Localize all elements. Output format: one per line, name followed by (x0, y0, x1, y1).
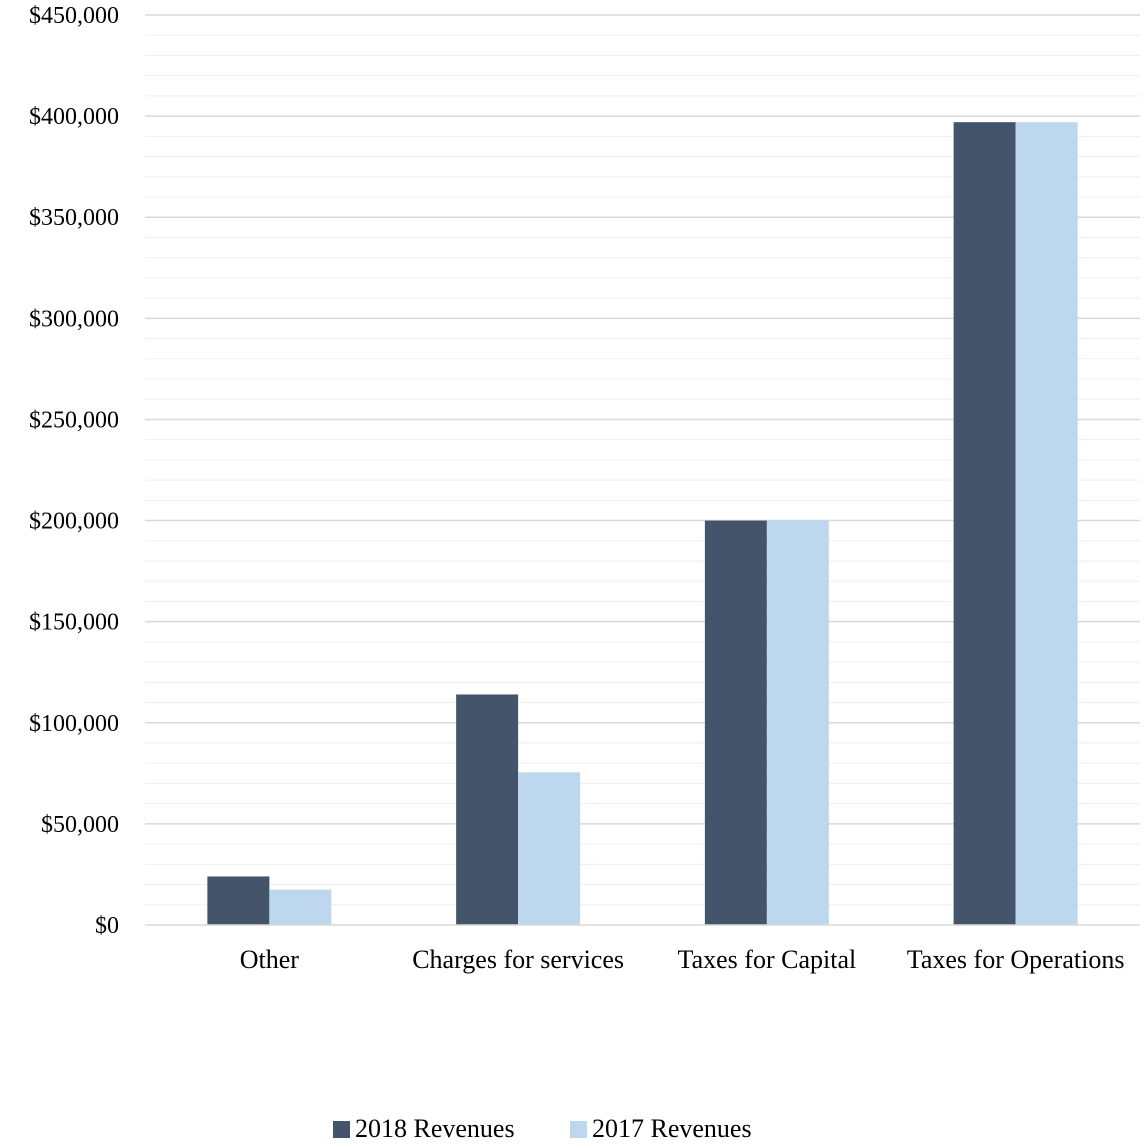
y-tick-label: $50,000 (41, 812, 119, 838)
bar-series-1 (207, 876, 270, 925)
y-tick-label: $300,000 (29, 306, 119, 332)
legend: 2018 Revenues 2017 Revenues (333, 1114, 752, 1143)
bar-series-1 (456, 694, 519, 925)
bar-series-1 (953, 122, 1016, 925)
bar-series-2 (1015, 122, 1078, 925)
bar-series-2 (766, 520, 829, 925)
bar-series-1 (704, 520, 767, 925)
x-axis: Other Charges for services Taxes for Capit… (145, 924, 1140, 974)
y-tick-label: $150,000 (29, 610, 119, 636)
x-category-label: Taxes for Capital (678, 945, 857, 974)
y-tick-label: $350,000 (29, 205, 119, 231)
x-category-label: Charges for services (412, 945, 624, 974)
y-tick-label: $450,000 (29, 3, 119, 29)
y-tick-label: $100,000 (29, 711, 119, 737)
y-tick-label: $250,000 (29, 407, 119, 433)
y-tick-label: $400,000 (29, 104, 119, 130)
x-category-label: Taxes for Operations (907, 945, 1125, 974)
y-axis: $0 $50,000 $100,000 $150,000 $200,000 $250,00… (29, 3, 119, 939)
x-category-label: Other (240, 945, 300, 974)
bars (207, 122, 1078, 925)
bar-series-2 (269, 889, 332, 925)
legend-swatch (570, 1121, 587, 1138)
y-tick-label: $0 (95, 913, 119, 939)
legend-swatch (333, 1121, 350, 1138)
legend-label: 2018 Revenues (355, 1114, 515, 1143)
legend-label: 2017 Revenues (592, 1114, 752, 1143)
y-tick-label: $200,000 (29, 509, 119, 535)
bar-series-2 (518, 772, 581, 925)
